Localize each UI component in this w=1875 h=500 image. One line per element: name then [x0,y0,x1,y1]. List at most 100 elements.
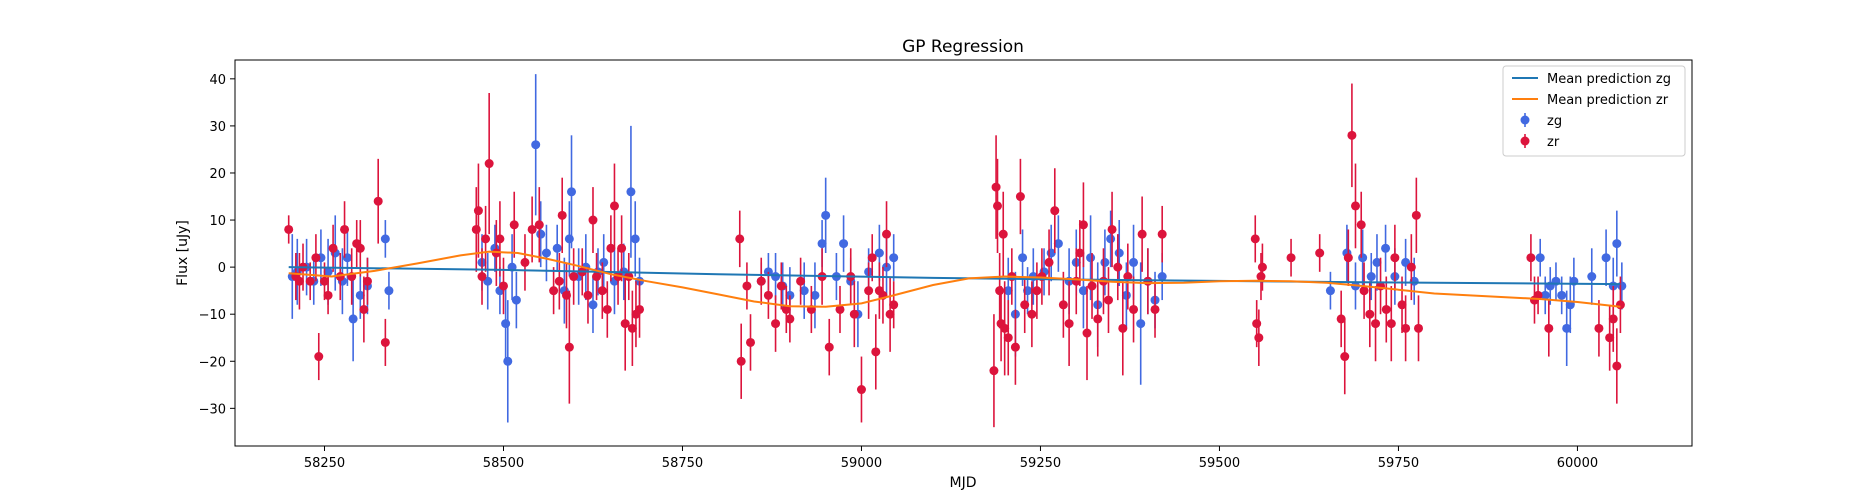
data-point [348,314,358,324]
data-point [1003,286,1013,296]
plot-area-frame [234,59,1693,447]
data-point [511,295,521,305]
data-point [617,243,627,253]
data-point [821,210,831,220]
data-point [993,201,1003,211]
data-point [1137,229,1147,239]
data-point [503,356,513,366]
data-point [520,257,530,267]
data-point [1366,272,1376,282]
data-point [736,356,746,366]
data-point [1381,243,1391,253]
data-point [1612,361,1622,371]
data-point [1535,253,1545,263]
data-point [889,253,899,263]
data-point [340,224,350,234]
x-tick-label: 58500 [483,456,524,471]
data-point [1372,257,1382,267]
data-point [1562,323,1572,333]
data-point [867,253,877,263]
data-point [1103,295,1113,305]
data-point [355,290,365,300]
data-point [323,290,333,300]
data-point [323,267,333,277]
data-point [1114,248,1124,258]
data-point [796,276,806,286]
data-point [1129,257,1139,267]
data-point [534,220,544,230]
y-tick-label: 0 [218,261,226,276]
data-point [849,309,859,319]
data-point [1050,206,1060,216]
data-point [1390,253,1400,263]
legend-label: zg [1547,114,1562,129]
data-point [311,253,321,263]
data-point [592,272,602,282]
data-point [824,342,834,352]
x-tick-label: 59500 [1199,456,1240,471]
data-point [606,243,616,253]
data-point [1406,262,1416,272]
data-point [569,272,579,282]
data-point [871,347,881,357]
data-point [1325,286,1335,296]
data-point [1617,281,1627,291]
data-point [567,187,577,197]
data-point [1064,319,1074,329]
data-point [799,286,809,296]
data-point [314,352,324,362]
y-tick-label: 10 [209,214,226,229]
data-point [771,272,781,282]
data-point [998,229,1008,239]
data-point [1106,234,1116,244]
data-point [1150,304,1160,314]
data-point [1544,323,1554,333]
data-point [1540,290,1550,300]
legend-label: zr [1547,135,1560,150]
data-point [763,290,773,300]
data-point [1113,262,1123,272]
data-point [1123,272,1133,282]
error-bar-points [284,74,1627,428]
data-point [885,309,895,319]
y-tick-label: −10 [199,308,226,323]
data-point [597,286,607,296]
data-point [541,248,551,258]
data-point [1252,319,1262,329]
data-point [1018,253,1028,263]
data-point [355,243,365,253]
y-tick-label: −30 [199,402,226,417]
legend-box [1502,65,1686,157]
data-point [588,300,598,310]
data-point [384,286,394,296]
data-point [1000,323,1010,333]
data-point [785,314,795,324]
data-point [1608,314,1618,324]
data-point [473,206,483,216]
data-point [609,201,619,211]
data-point [588,215,598,225]
data-point [328,243,338,253]
data-point [756,276,766,286]
data-point [1129,304,1139,314]
data-point [1044,257,1054,267]
data-point [554,276,564,286]
data-point [481,234,491,244]
data-point [989,366,999,376]
data-point [1612,239,1622,249]
legend-entry: zr [1520,134,1560,150]
y-tick-label: −20 [199,355,226,370]
data-point [373,196,383,206]
data-point [635,304,645,314]
legend-label: Mean prediction zr [1547,93,1669,108]
data-point [991,182,1001,192]
data-point [1100,257,1110,267]
data-point [1557,290,1567,300]
data-point [359,304,369,314]
data-point [599,257,609,267]
data-point [1075,248,1085,258]
data-point [1615,300,1625,310]
y-tick-label: 20 [209,167,226,182]
data-point [1250,234,1260,244]
x-tick-label: 59250 [1020,456,1061,471]
